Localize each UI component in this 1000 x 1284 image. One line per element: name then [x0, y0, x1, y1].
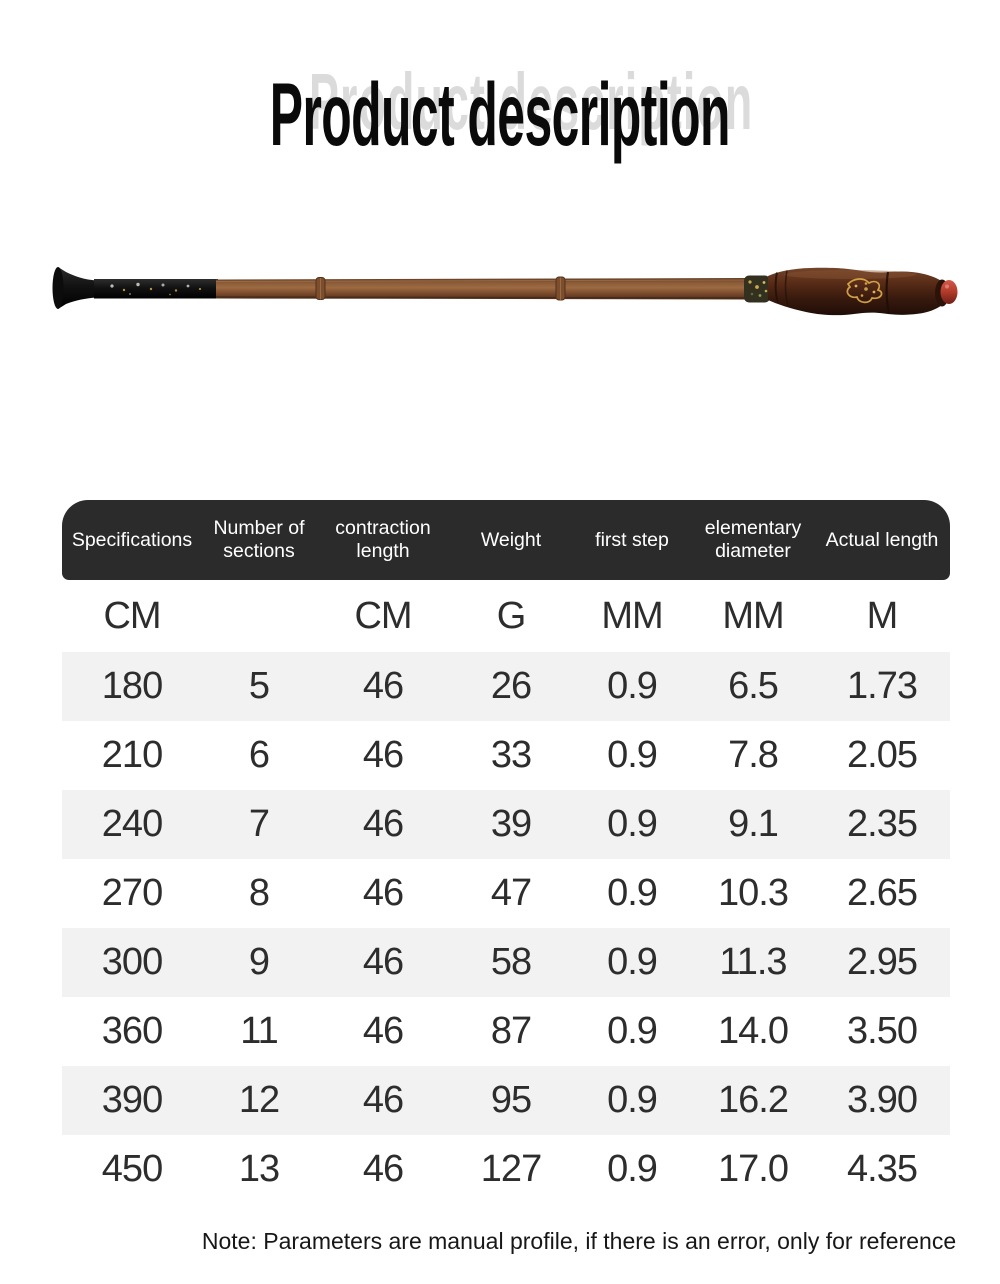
col-header-specifications: Specifications	[71, 528, 193, 551]
title-scale-box: Product description Product description	[269, 57, 753, 166]
spec-cell: 450	[101, 1148, 163, 1190]
spec-cell: 26	[490, 665, 532, 707]
spec-cell: 210	[101, 734, 163, 776]
spec-cell: 2.95	[847, 941, 918, 983]
footnote: Note: Parameters are manual profile, if …	[201, 1228, 957, 1254]
spec-cell: 2.65	[847, 872, 918, 914]
spec-cell: 0.9	[607, 665, 658, 707]
table-row: 270 8 46 47 0.9 10.3 2.65	[62, 859, 950, 928]
spec-cell: 7	[248, 803, 270, 845]
spec-cell: 390	[101, 1079, 163, 1121]
spec-cell: 1.73	[847, 665, 918, 707]
spec-cell: 0.9	[607, 1148, 658, 1190]
col-header-weight: Weight	[480, 528, 542, 551]
spec-cell: 12	[238, 1079, 280, 1121]
spec-cell: 39	[490, 803, 532, 845]
title-section: Product description Product description	[0, 57, 1000, 168]
spec-cell: 11.3	[719, 941, 787, 983]
spec-cell: 8	[248, 872, 270, 914]
spec-cell: 7.8	[728, 734, 779, 776]
spec-cell: 11	[240, 1010, 278, 1052]
table-row: 210 6 46 33 0.9 7.8 2.05	[62, 721, 950, 790]
spec-cell: 87	[490, 1010, 532, 1052]
spec-cell: 0.9	[607, 803, 658, 845]
unit-cell: CM	[103, 594, 161, 637]
table-row: 180 5 46 26 0.9 6.5 1.73	[62, 652, 950, 721]
spec-cell: 0.9	[607, 1079, 658, 1121]
spec-cell: 46	[362, 665, 404, 707]
table-row: 240 7 46 39 0.9 9.1 2.35	[62, 790, 950, 859]
spec-cell: 360	[101, 1010, 163, 1052]
spec-cell: 46	[362, 803, 404, 845]
spec-cell: 46	[362, 1010, 404, 1052]
rod-tip-bell	[52, 267, 96, 309]
spec-cell: 46	[362, 1079, 404, 1121]
spec-cell: 3.90	[847, 1079, 918, 1121]
rod-end-cap-red	[940, 280, 958, 304]
unit-cell: M	[866, 594, 899, 637]
spec-cell: 127	[480, 1148, 542, 1190]
spec-cell: 5	[248, 665, 270, 707]
spec-cell: 47	[490, 872, 532, 914]
spec-cell: 46	[362, 941, 404, 983]
spec-cell: 240	[101, 803, 163, 845]
page-title: Product description	[269, 63, 731, 164]
fishing-rod-image	[52, 267, 958, 316]
spec-cell: 46	[362, 734, 404, 776]
spec-table: Specifications Number of sections contra…	[62, 500, 950, 1204]
spec-cell: 0.9	[607, 734, 658, 776]
table-row: 390 12 46 95 0.9 16.2 3.90	[62, 1066, 950, 1135]
rod-handle	[768, 267, 958, 316]
spec-cell: 46	[362, 872, 404, 914]
table-row: 450 13 46 127 0.9 17.0 4.35	[62, 1135, 950, 1204]
rod-collar-ring	[744, 275, 770, 303]
spec-cell: 270	[101, 872, 163, 914]
spec-cell: 6	[248, 734, 270, 776]
product-image-area	[0, 242, 1000, 340]
spec-cell: 3.50	[847, 1010, 918, 1052]
col-header-contraction-length: contraction length	[335, 517, 431, 562]
spec-cell: 180	[101, 665, 163, 707]
col-header-actual-length: Actual length	[825, 528, 939, 551]
table-row: 360 11 46 87 0.9 14.0 3.50	[62, 997, 950, 1066]
spec-cell: 16.2	[718, 1079, 789, 1121]
spec-cell: 10.3	[718, 872, 789, 914]
spec-cell: 13	[238, 1148, 280, 1190]
spec-cell: 2.05	[847, 734, 918, 776]
spec-cell: 14.0	[718, 1010, 789, 1052]
table-rows: 180 5 46 26 0.9 6.5 1.73 210 6 46 33 0.9 7.8 2.05 240 7…	[62, 652, 950, 1204]
spec-cell: 46	[362, 1148, 404, 1190]
spec-cell: 58	[490, 941, 532, 983]
spec-cell: 17.0	[718, 1148, 789, 1190]
spec-cell: 300	[101, 941, 163, 983]
handle-gold-emblem	[846, 278, 883, 304]
table-row: 300 9 46 58 0.9 11.3 2.95	[62, 928, 950, 997]
spec-cell: 0.9	[607, 941, 658, 983]
col-header-first-step: first step	[595, 528, 669, 551]
col-header-elementary-diameter: elementary diameter	[704, 517, 802, 562]
spec-cell: 2.35	[847, 803, 918, 845]
spec-cell: 33	[490, 734, 532, 776]
spec-cell: 9.1	[728, 803, 779, 845]
unit-cell: G	[496, 594, 527, 637]
unit-cell: CM	[354, 594, 412, 637]
unit-cell: MM	[601, 594, 663, 637]
spec-cell: 0.9	[607, 872, 658, 914]
spec-cell: 9	[248, 941, 270, 983]
rod-front-section	[94, 279, 218, 299]
col-header-number-of-sections: Number of sections	[213, 517, 305, 562]
spec-cell: 95	[490, 1079, 532, 1121]
spec-cell: 4.35	[847, 1148, 918, 1190]
rod-shaft	[215, 276, 749, 301]
spec-cell: 6.5	[728, 665, 779, 707]
spec-cell: 0.9	[607, 1010, 658, 1052]
table-units-row: CM CM G MM MM M	[62, 580, 950, 652]
unit-cell: MM	[722, 594, 784, 637]
table-header-row: Specifications Number of sections contra…	[62, 500, 950, 580]
page-title-ghost: Product description	[309, 56, 754, 146]
